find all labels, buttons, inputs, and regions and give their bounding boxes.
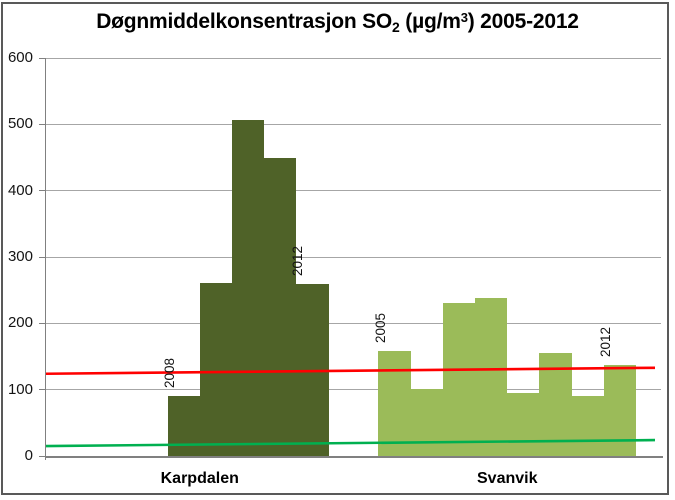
y-tick-label-500: 500 xyxy=(7,115,33,133)
bar-svanvik-2011 xyxy=(571,395,604,456)
y-axis-tick-300 xyxy=(39,256,46,258)
chart-title-units: (µg/m xyxy=(399,10,461,33)
bar-svanvik-2010 xyxy=(539,352,572,456)
y-tick-label-200: 200 xyxy=(7,314,33,332)
y-axis-tick-0 xyxy=(39,455,46,457)
gridline-400 xyxy=(46,190,661,192)
chart-title-text: Døgnmiddelkonsentrasjon SO xyxy=(96,10,393,33)
y-tick-label-400: 400 xyxy=(7,181,33,199)
year-annotation-svanvik-2012: 2012 xyxy=(597,327,613,358)
y-axis-line xyxy=(45,58,46,460)
bar-karpdalen-2011 xyxy=(264,157,297,456)
bar-svanvik-2005 xyxy=(378,350,411,456)
bar-svanvik-2009 xyxy=(507,392,540,456)
chart-title-subscript: 2 xyxy=(392,19,400,35)
category-label-karpdalen: Karpdalen xyxy=(160,470,239,487)
year-annotation-svanvik-2005: 2005 xyxy=(372,312,388,343)
bar-svanvik-2007 xyxy=(442,303,476,456)
year-annotation-karpdalen-2012: 2012 xyxy=(290,246,306,277)
y-axis-tick-600 xyxy=(39,57,46,59)
gridline-100 xyxy=(46,389,661,391)
y-tick-label-100: 100 xyxy=(7,380,33,398)
gridline-600 xyxy=(46,57,661,59)
gridline-500 xyxy=(46,123,661,125)
y-axis-tick-100 xyxy=(39,389,46,391)
bar-karpdalen-2012 xyxy=(296,284,329,456)
chart-title-years: ) 2005-2012 xyxy=(467,10,579,33)
y-axis-tick-400 xyxy=(39,190,46,192)
y-tick-label-0: 0 xyxy=(24,447,33,464)
year-annotation-karpdalen-2008: 2008 xyxy=(161,357,177,388)
y-tick-label-600: 600 xyxy=(7,49,33,66)
bar-svanvik-2008 xyxy=(475,298,508,456)
x-axis-line xyxy=(46,455,663,458)
bar-svanvik-2006 xyxy=(410,389,443,456)
y-tick-label-300: 300 xyxy=(7,248,33,265)
gridline-200 xyxy=(46,322,661,324)
bar-karpdalen-2010 xyxy=(231,119,265,456)
y-axis-tick-200 xyxy=(39,322,46,324)
bar-svanvik-2012 xyxy=(603,365,637,456)
chart-title-superscript: 3 xyxy=(460,10,468,25)
y-axis-tick-500 xyxy=(39,123,46,125)
bar-karpdalen-2009 xyxy=(199,282,232,456)
chart-title: Døgnmiddelkonsentrasjon SO2 (µg/m3) 2005… xyxy=(0,10,675,35)
category-label-svanvik: Svanvik xyxy=(477,470,538,487)
gridline-300 xyxy=(46,256,661,258)
bar-karpdalen-2008 xyxy=(167,395,200,456)
